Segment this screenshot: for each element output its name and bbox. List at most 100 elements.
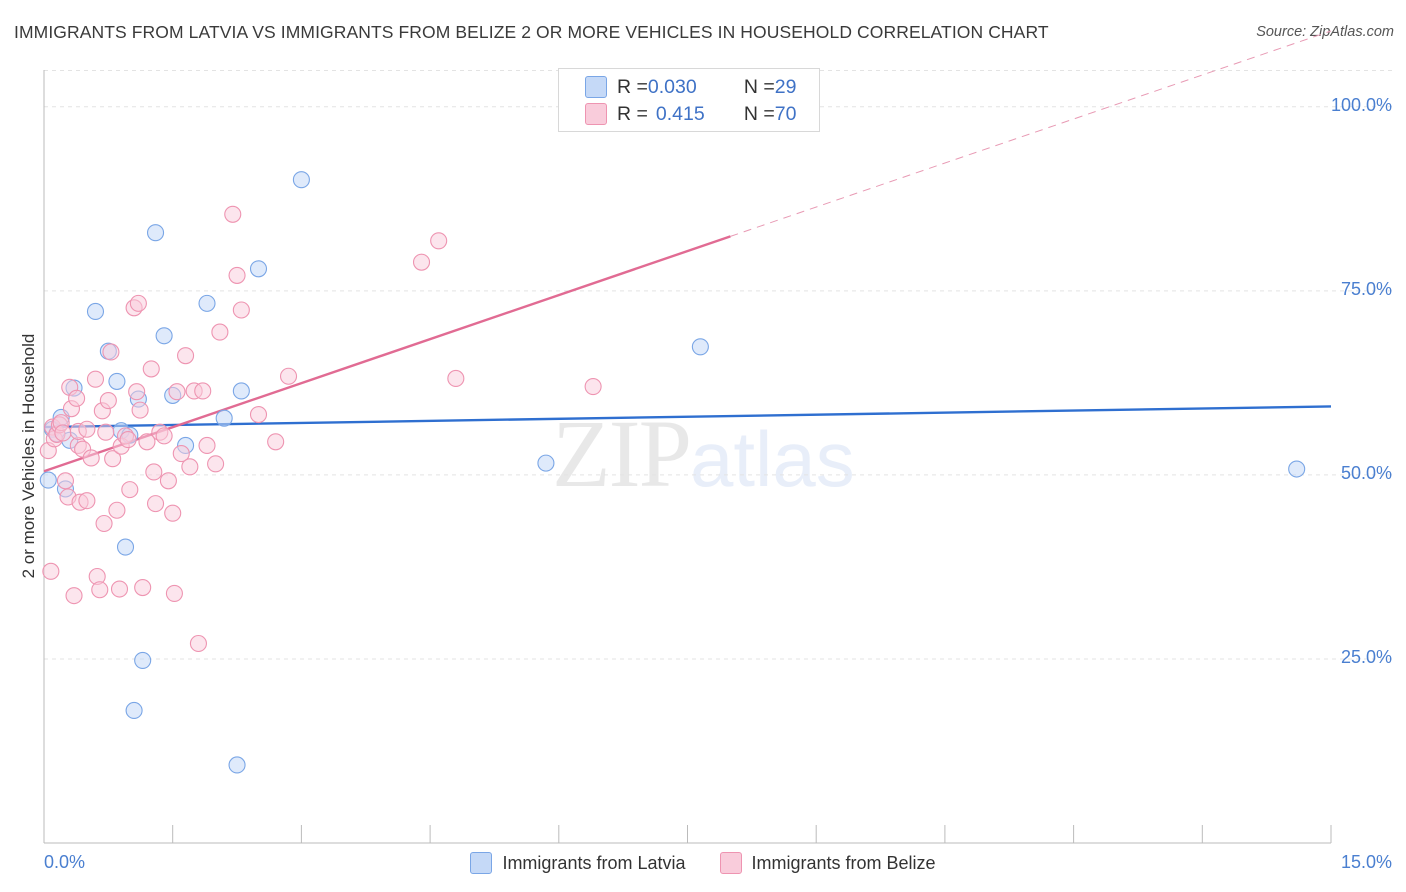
point-belize (54, 424, 72, 442)
latvia-swatch (585, 76, 607, 98)
point-belize (198, 436, 216, 455)
point-latvia (134, 651, 152, 669)
point-belize (267, 433, 285, 451)
n-value: 29 (774, 75, 797, 98)
point-latvia (691, 338, 709, 356)
r-label: R = (617, 102, 648, 125)
r-label: R = (617, 75, 648, 98)
point-belize (279, 367, 298, 385)
y-tick-label: 75.0% (1340, 278, 1392, 299)
belize-swatch (585, 103, 607, 125)
point-belize (134, 578, 152, 597)
point-belize (232, 301, 250, 319)
point-belize (129, 294, 147, 312)
point-belize (82, 449, 100, 467)
point-belize (164, 504, 182, 522)
point-belize (177, 347, 195, 365)
point-belize (584, 378, 602, 396)
trend-line (730, 30, 1332, 237)
axes (43, 70, 1332, 844)
point-belize (189, 634, 207, 653)
point-latvia (116, 538, 135, 556)
point-belize (194, 382, 212, 400)
point-belize (91, 581, 109, 599)
point-belize (145, 463, 163, 481)
point-belize (172, 445, 190, 463)
point-belize (110, 580, 129, 598)
point-latvia (108, 372, 126, 390)
point-latvia (155, 327, 173, 345)
point-belize (78, 492, 96, 510)
point-belize (165, 584, 183, 602)
legend-label-latvia: Immigrants from Latvia (502, 852, 686, 873)
legend-item-belize: Immigrants from Belize (719, 852, 936, 874)
x-tick-label-max: 15.0% (1340, 852, 1392, 872)
point-latvia (249, 260, 268, 278)
stats-row-latvia: R = 0.030 N = 29 (585, 75, 796, 99)
point-belize (168, 383, 186, 401)
n-value: 70 (774, 102, 797, 125)
point-belize (131, 401, 149, 419)
y-axis-title: 2 or more Vehicles in Household (19, 333, 38, 579)
grid-lines (44, 70, 1393, 660)
point-belize (95, 514, 113, 533)
point-belize (119, 431, 137, 449)
stats-row-belize: R = 0.415 N = 70 (585, 102, 796, 126)
point-latvia (537, 454, 555, 472)
n-label: N = (743, 75, 775, 98)
legend-item-latvia: Immigrants from Latvia (470, 852, 686, 874)
point-belize (56, 472, 74, 490)
point-belize (86, 370, 105, 388)
point-belize (412, 253, 431, 271)
r-value: 0.415 (655, 102, 705, 125)
point-latvia (198, 294, 216, 312)
point-belize (102, 343, 120, 361)
point-belize (430, 232, 448, 250)
data-points (39, 171, 1306, 774)
point-belize (224, 205, 242, 223)
y-tick-label: 100.0% (1330, 94, 1392, 115)
point-belize (121, 481, 139, 499)
point-belize (42, 562, 60, 580)
chart-source: Source: ZipAtlas.com (1256, 24, 1394, 40)
point-belize (128, 383, 146, 401)
point-belize (65, 587, 83, 605)
point-belize (155, 427, 173, 445)
trend-line (43, 405, 1332, 429)
point-latvia (146, 224, 165, 242)
point-belize (108, 501, 126, 519)
n-label: N = (743, 102, 775, 125)
r-value: 0.030 (647, 75, 697, 98)
point-belize (97, 423, 115, 441)
point-belize (78, 420, 96, 438)
y-tick-label: 25.0% (1340, 646, 1392, 667)
point-latvia (1288, 460, 1306, 478)
point-belize (99, 391, 117, 410)
point-belize (228, 266, 246, 284)
point-belize (146, 495, 165, 513)
point-belize (142, 360, 160, 378)
point-belize (447, 369, 465, 388)
legend-swatch-belize (719, 852, 742, 874)
point-belize (181, 458, 199, 476)
point-belize (207, 455, 225, 473)
point-belize (138, 433, 156, 451)
point-latvia (86, 302, 105, 321)
watermark-atlas: atlas (690, 415, 855, 503)
point-belize (68, 389, 86, 407)
point-latvia (215, 409, 233, 427)
point-latvia (125, 701, 143, 720)
point-latvia (39, 471, 57, 489)
stats-legend: R = 0.030 N = 29 R = 0.415 N = 70 (558, 68, 820, 132)
x-tick-label-min: 0.0% (44, 852, 86, 872)
legend-swatch-latvia (470, 852, 493, 874)
point-belize (159, 472, 177, 490)
legend-label-belize: Immigrants from Belize (751, 852, 936, 873)
point-latvia (232, 382, 250, 400)
point-belize (104, 450, 122, 468)
point-latvia (228, 756, 246, 774)
point-latvia (292, 171, 310, 189)
y-tick-label: 50.0% (1340, 462, 1392, 483)
point-belize (249, 405, 268, 424)
